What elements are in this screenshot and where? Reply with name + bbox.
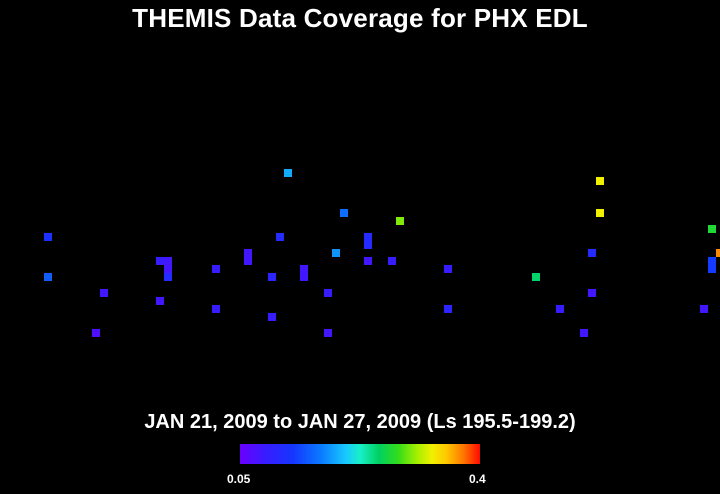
coverage-cell	[444, 305, 452, 313]
coverage-cell	[44, 233, 52, 241]
coverage-cell	[276, 233, 284, 241]
colorbar	[240, 444, 480, 464]
coverage-cell	[700, 305, 708, 313]
coverage-cell	[156, 297, 164, 305]
coverage-cell	[268, 273, 276, 281]
coverage-cell	[708, 265, 716, 273]
coverage-cell	[388, 257, 396, 265]
coverage-cell	[156, 257, 164, 265]
coverage-cell	[364, 257, 372, 265]
coverage-cell	[244, 249, 252, 257]
chart-title: THEMIS Data Coverage for PHX EDL	[132, 3, 588, 33]
coverage-cell	[92, 329, 100, 337]
coverage-cell	[324, 329, 332, 337]
coverage-cell	[588, 249, 596, 257]
coverage-cell	[268, 313, 276, 321]
coverage-cell	[300, 265, 308, 273]
coverage-cell	[364, 241, 372, 249]
coverage-cell	[532, 273, 540, 281]
coverage-cell	[164, 257, 172, 265]
coverage-cell	[596, 209, 604, 217]
coverage-cell	[708, 225, 716, 233]
coverage-cell	[300, 273, 308, 281]
coverage-cell	[396, 217, 404, 225]
coverage-cell	[340, 209, 348, 217]
coverage-cell	[100, 289, 108, 297]
coverage-cell	[164, 265, 172, 273]
colorbar-max-label: 0.4	[469, 472, 486, 486]
coverage-cell	[364, 233, 372, 241]
coverage-cell	[284, 169, 292, 177]
coverage-cell	[212, 265, 220, 273]
coverage-cell	[164, 273, 172, 281]
coverage-cell	[588, 289, 596, 297]
coverage-cell	[716, 249, 720, 257]
coverage-cell	[324, 289, 332, 297]
coverage-cell	[444, 265, 452, 273]
coverage-cell	[596, 177, 604, 185]
coverage-cell	[556, 305, 564, 313]
coverage-cell	[708, 257, 716, 265]
coverage-cell	[332, 249, 340, 257]
coverage-cell	[212, 305, 220, 313]
coverage-cell	[580, 329, 588, 337]
date-range-subtitle: JAN 21, 2009 to JAN 27, 2009 (Ls 195.5-1…	[144, 411, 576, 433]
coverage-cell	[44, 273, 52, 281]
coverage-cell	[244, 257, 252, 265]
colorbar-min-label: 0.05	[227, 472, 251, 486]
